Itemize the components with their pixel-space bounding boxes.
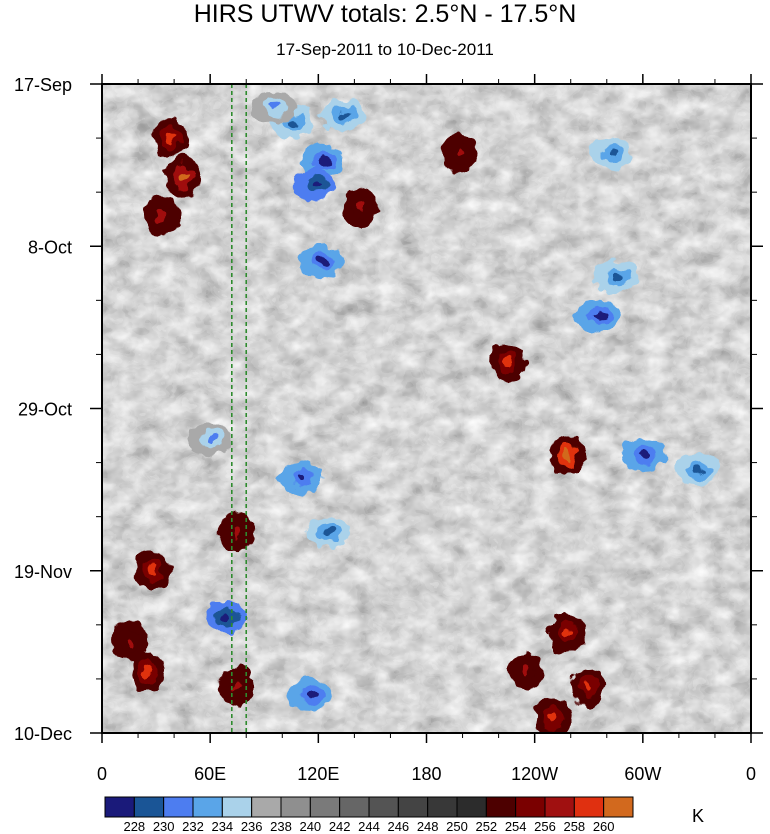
warm-patch bbox=[341, 187, 378, 228]
colorbar-swatch bbox=[456, 796, 487, 818]
colorbar-swatch bbox=[368, 796, 399, 818]
warm-patch bbox=[143, 195, 180, 236]
x-tick-label: 0 bbox=[746, 764, 756, 784]
warm-patch bbox=[489, 342, 526, 383]
warm-patch bbox=[134, 550, 171, 591]
warm-patch bbox=[570, 666, 607, 707]
warm-patch bbox=[534, 697, 571, 733]
cold-patch bbox=[287, 678, 332, 711]
x-axis-tick-labels: 0 60E 120E 180 120W 60W 0 bbox=[97, 764, 756, 784]
colorbar-swatch bbox=[163, 796, 194, 818]
cold-patch bbox=[251, 91, 296, 124]
warm-patch bbox=[440, 133, 477, 174]
cold-patch bbox=[278, 462, 323, 495]
warm-patch bbox=[219, 666, 256, 707]
colorbar-level-label: 234 bbox=[211, 819, 233, 834]
colorbar-swatch bbox=[309, 796, 341, 818]
chart-subtitle: 17-Sep-2011 to 10-Dec-2011 bbox=[276, 40, 494, 59]
reference-lines bbox=[231, 84, 248, 733]
axis-ticks bbox=[90, 74, 763, 743]
chart-title: HIRS UTWV totals: 2.5°N - 17.5°N bbox=[193, 0, 577, 28]
colorbar-swatch bbox=[104, 796, 135, 818]
colorbar-level-label: 228 bbox=[123, 819, 145, 834]
cold-patch bbox=[593, 261, 638, 294]
colorbar-level-label: 252 bbox=[475, 819, 497, 834]
y-tick-label: 19-Nov bbox=[14, 562, 72, 582]
colorbar-level-label: 238 bbox=[270, 819, 292, 834]
colorbar-level-label: 244 bbox=[358, 819, 380, 834]
warm-patch bbox=[111, 620, 148, 661]
y-tick-label: 10-Dec bbox=[14, 724, 72, 744]
colorbar-level-label: 254 bbox=[505, 819, 527, 834]
colorbar-swatch bbox=[192, 796, 223, 818]
warm-patch bbox=[129, 651, 166, 692]
colorbar: 228 230 232 234 236 238 240 242 244 246 248 250 252 2… bbox=[104, 796, 634, 834]
warm-patch bbox=[219, 512, 256, 553]
colorbar-level-label: 256 bbox=[534, 819, 556, 834]
warm-patch bbox=[152, 118, 189, 159]
colorbar-swatch bbox=[133, 796, 165, 818]
x-tick-label: 60E bbox=[194, 764, 226, 784]
colorbar-swatch bbox=[427, 796, 458, 818]
colorbar-level-label: 236 bbox=[241, 819, 263, 834]
colorbar-swatch bbox=[339, 796, 370, 818]
x-tick-label: 180 bbox=[411, 764, 441, 784]
x-tick-label: 120W bbox=[511, 764, 558, 784]
warm-patch bbox=[549, 434, 586, 475]
y-tick-label: 29-Oct bbox=[18, 400, 72, 420]
colorbar-swatch bbox=[485, 796, 517, 818]
x-tick-label: 60W bbox=[624, 764, 661, 784]
colorbar-level-label: 260 bbox=[593, 819, 615, 834]
colorbar-swatch bbox=[397, 796, 429, 818]
cold-patch bbox=[319, 98, 364, 131]
y-tick-label: 8-Oct bbox=[28, 237, 72, 257]
colorbar-swatch bbox=[280, 796, 311, 818]
colorbar-level-label: 230 bbox=[153, 819, 175, 834]
colorbar-swatch bbox=[515, 796, 546, 818]
cold-patch bbox=[674, 454, 719, 487]
colorbar-level-label: 248 bbox=[417, 819, 439, 834]
colorbar-level-label: 258 bbox=[563, 819, 585, 834]
y-tick-label: 17-Sep bbox=[14, 75, 72, 95]
x-tick-label: 0 bbox=[97, 764, 107, 784]
colorbar-swatch bbox=[573, 796, 605, 818]
warm-patch bbox=[507, 651, 544, 692]
x-tick-label: 120E bbox=[297, 764, 339, 784]
colorbar-level-label: 250 bbox=[446, 819, 468, 834]
colorbar-level-label: 232 bbox=[182, 819, 204, 834]
colorbar-swatch bbox=[544, 796, 575, 818]
colorbar-level-label: 242 bbox=[329, 819, 351, 834]
warm-patch bbox=[165, 156, 202, 197]
cold-patch bbox=[305, 516, 350, 549]
cold-patch bbox=[299, 245, 344, 278]
cold-patch bbox=[620, 438, 665, 471]
cold-patch bbox=[202, 601, 247, 634]
colorbar-level-label: 246 bbox=[387, 819, 409, 834]
cold-patch bbox=[575, 299, 620, 332]
warm-patch bbox=[549, 612, 586, 653]
y-axis-tick-labels: 17-Sep 8-Oct 29-Oct 19-Nov 10-Dec bbox=[14, 75, 72, 744]
colorbar-units: K bbox=[692, 806, 704, 826]
colorbar-swatch bbox=[221, 796, 253, 818]
cold-patch bbox=[292, 168, 337, 201]
cold-patch bbox=[588, 137, 633, 170]
colorbar-swatch bbox=[603, 796, 634, 818]
cold-patch bbox=[188, 423, 233, 456]
colorbar-level-label: 240 bbox=[299, 819, 321, 834]
field-patches bbox=[111, 91, 719, 733]
colorbar-swatch bbox=[251, 796, 282, 818]
